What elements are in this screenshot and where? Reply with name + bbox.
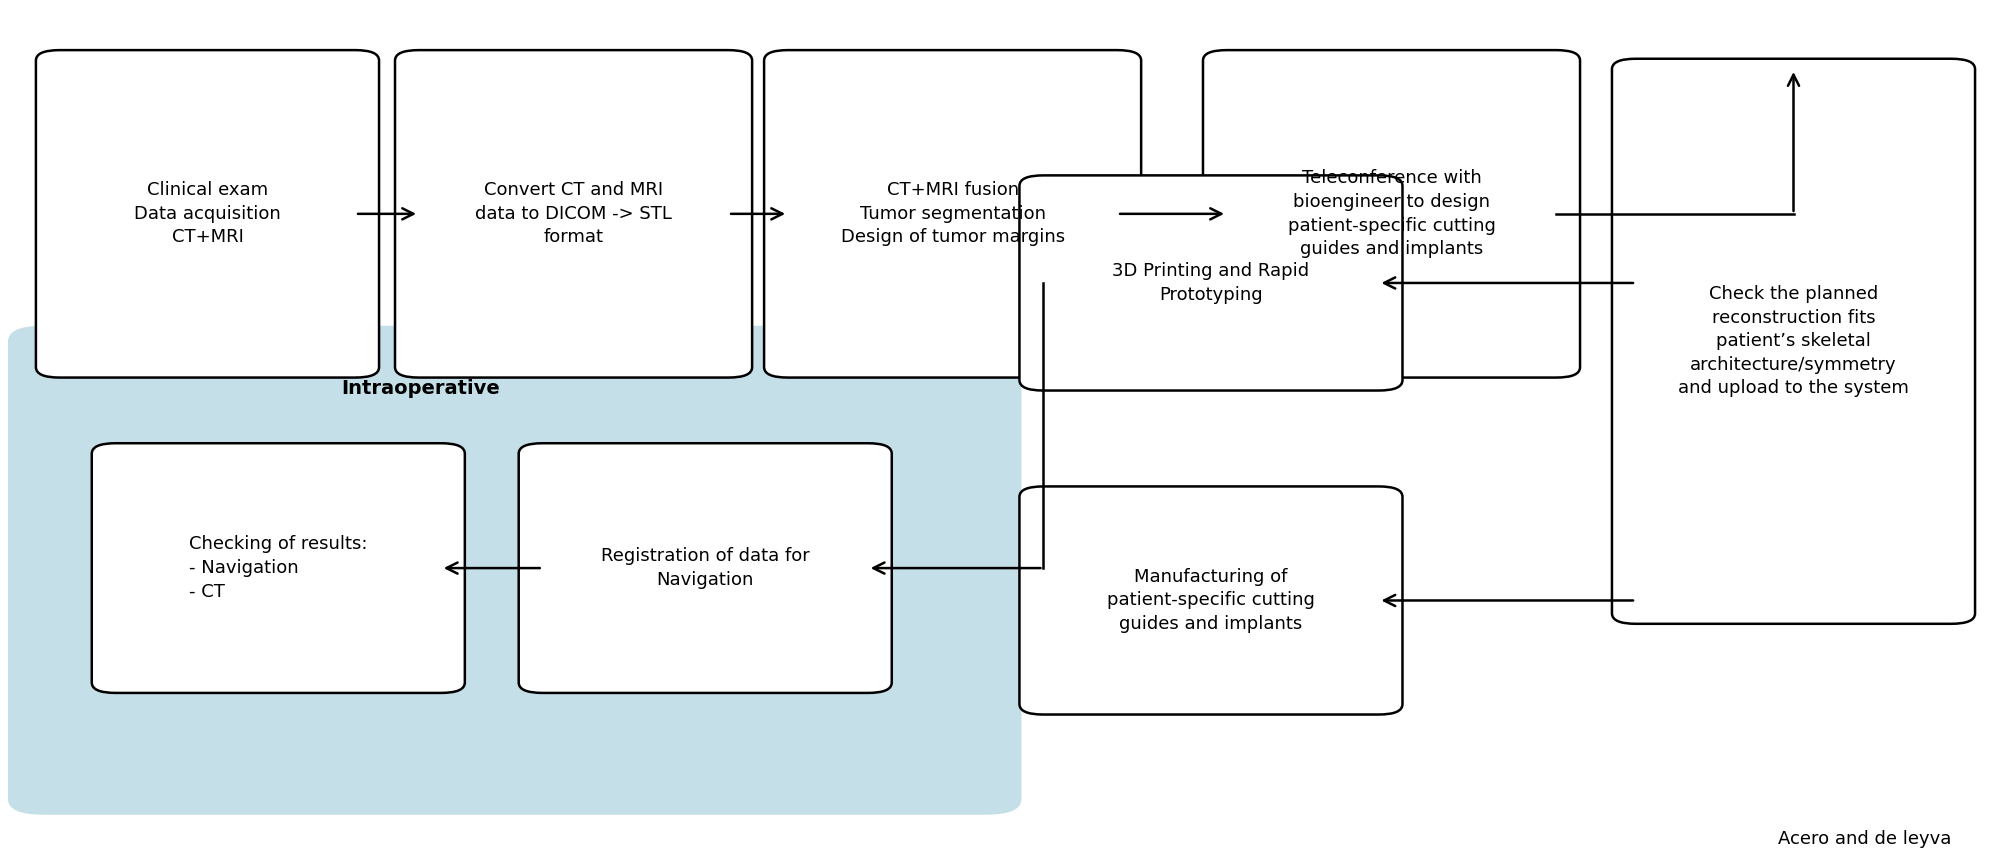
Text: Clinical exam
Data acquisition
CT+MRI: Clinical exam Data acquisition CT+MRI	[134, 181, 281, 246]
FancyBboxPatch shape	[764, 50, 1141, 378]
Text: Manufacturing of
patient-specific cutting
guides and implants: Manufacturing of patient-specific cuttin…	[1107, 568, 1315, 633]
FancyBboxPatch shape	[8, 326, 1021, 815]
FancyBboxPatch shape	[36, 50, 379, 378]
Text: Registration of data for
Navigation: Registration of data for Navigation	[600, 547, 810, 589]
FancyBboxPatch shape	[1019, 175, 1402, 391]
Text: CT+MRI fusion
Tumor segmentation
Design of tumor margins: CT+MRI fusion Tumor segmentation Design …	[840, 181, 1065, 246]
FancyBboxPatch shape	[1203, 50, 1580, 378]
FancyBboxPatch shape	[1612, 59, 1975, 624]
Text: Acero and de leyva: Acero and de leyva	[1778, 830, 1951, 848]
Text: Convert CT and MRI
data to DICOM -> STL
format: Convert CT and MRI data to DICOM -> STL …	[475, 181, 672, 246]
Text: 3D Printing and Rapid
Prototyping: 3D Printing and Rapid Prototyping	[1113, 262, 1309, 304]
FancyBboxPatch shape	[395, 50, 752, 378]
Text: Intraoperative: Intraoperative	[341, 379, 501, 398]
Text: Teleconference with
bioengineer to design
patient-specific cutting
guides and im: Teleconference with bioengineer to desig…	[1287, 169, 1496, 258]
FancyBboxPatch shape	[519, 443, 892, 693]
Text: Checking of results:
- Navigation
- CT: Checking of results: - Navigation - CT	[190, 536, 367, 600]
FancyBboxPatch shape	[92, 443, 465, 693]
FancyBboxPatch shape	[1019, 486, 1402, 715]
Text: Check the planned
reconstruction fits
patient’s skeletal
architecture/symmetry
a: Check the planned reconstruction fits pa…	[1678, 285, 1909, 397]
